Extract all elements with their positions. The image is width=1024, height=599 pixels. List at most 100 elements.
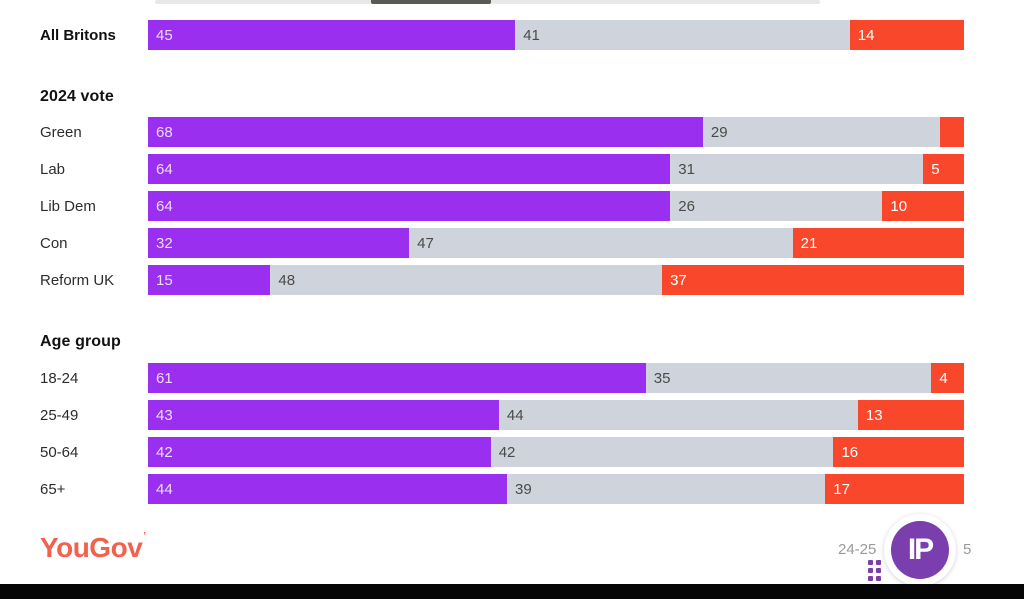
segment-value: 32 [156, 234, 173, 252]
bar-segment-neutral: 31 [670, 154, 924, 184]
bar-segment-support: 43 [148, 400, 499, 430]
chart-row-reform-uk: Reform UK 15 48 37 [40, 265, 964, 295]
watermark-badge: IP [868, 514, 956, 586]
segment-value: 26 [678, 197, 695, 215]
chart-row-25-49: 25-49 43 44 13 [40, 400, 964, 430]
segment-value: 5 [931, 160, 940, 178]
bar-segment-support: 32 [148, 228, 410, 258]
fieldwork-date-right: 5 [963, 541, 972, 558]
bar-segment-oppose [939, 117, 964, 147]
bar-segment-support: 61 [148, 363, 646, 393]
segment-value: 35 [653, 369, 671, 387]
yougov-logo-mark: ’ [143, 531, 146, 542]
row-label: 25-49 [40, 406, 79, 424]
segment-value: 10 [890, 197, 908, 215]
segment-value: 41 [523, 26, 540, 44]
row-label: 65+ [40, 480, 66, 498]
segment-value: 14 [857, 26, 875, 44]
segment-value: 21 [800, 234, 818, 252]
bar-segment-oppose: 37 [662, 265, 964, 295]
bar-segment-support: 64 [148, 154, 671, 184]
stacked-bar: 64 31 5 [148, 154, 964, 184]
stacked-bar: 45 41 14 [148, 20, 964, 50]
bar-segment-support: 68 [148, 117, 703, 147]
segment-value: 47 [417, 234, 434, 252]
bar-segment-oppose: 14 [849, 20, 964, 50]
segment-value: 64 [156, 160, 173, 178]
bar-segment-neutral: 47 [409, 228, 793, 258]
segment-value: 42 [156, 443, 173, 461]
bar-segment-oppose: 4 [931, 363, 964, 393]
stacked-bar: 61 35 4 [148, 363, 964, 393]
section-heading-2024-vote: 2024 vote [40, 88, 114, 105]
segment-value: 37 [670, 271, 687, 289]
yougov-logo-text: YouGov [40, 532, 143, 563]
segment-value: 4 [939, 369, 948, 387]
stacked-bar: 32 47 21 [148, 228, 964, 258]
segment-value: 44 [506, 406, 524, 424]
bar-segment-oppose: 10 [882, 191, 964, 221]
bar-segment-oppose: 13 [857, 400, 964, 430]
segment-value: 44 [156, 480, 173, 498]
row-label: All Britons [40, 26, 116, 44]
chart-row-all-britons: All Britons 45 41 14 [40, 20, 964, 50]
row-label: 18-24 [40, 369, 79, 387]
section-heading-age-group: Age group [40, 333, 121, 350]
watermark-text: IP [907, 533, 934, 566]
bar-segment-neutral: 48 [270, 265, 663, 295]
segment-value: 61 [156, 369, 173, 387]
chart-row-green: Green 68 29 [40, 117, 964, 147]
bar-segment-neutral: 35 [645, 363, 932, 393]
bottom-black-bar [0, 584, 1024, 599]
row-label: Reform UK [40, 271, 115, 289]
bar-segment-support: 64 [148, 191, 671, 221]
bar-segment-support: 44 [148, 474, 508, 504]
bar-segment-oppose: 16 [833, 437, 964, 467]
stacked-bar: 44 39 17 [148, 474, 964, 504]
row-label: Lab [40, 160, 66, 178]
bar-segment-support: 45 [148, 20, 516, 50]
segment-value: 43 [156, 406, 173, 424]
row-label: Green [40, 123, 82, 141]
chart-row-65-plus: 65+ 44 39 17 [40, 474, 964, 504]
stacked-bar: 15 48 37 [148, 265, 964, 295]
bar-segment-neutral: 29 [702, 117, 940, 147]
segment-value: 48 [278, 271, 296, 289]
segment-value: 17 [833, 480, 850, 498]
segment-value: 64 [156, 197, 173, 215]
stacked-bar: 43 44 13 [148, 400, 964, 430]
yougov-logo: YouGov’ [40, 531, 146, 564]
bar-segment-neutral: 44 [498, 400, 858, 430]
chart-row-18-24: 18-24 61 35 4 [40, 363, 964, 393]
row-label: 50-64 [40, 443, 79, 461]
bar-segment-neutral: 42 [490, 437, 834, 467]
bar-segment-neutral: 39 [507, 474, 826, 504]
segment-value: 45 [156, 26, 173, 44]
bar-segment-oppose: 17 [825, 474, 964, 504]
segment-value: 13 [865, 406, 883, 424]
bar-segment-oppose: 21 [792, 228, 964, 258]
segment-value: 15 [156, 271, 173, 289]
bar-segment-oppose: 5 [923, 154, 964, 184]
fieldwork-date-left: 24-25 [838, 541, 877, 558]
segment-value: 29 [710, 123, 728, 141]
segment-value: 42 [498, 443, 516, 461]
segment-value: 68 [156, 123, 173, 141]
chart-row-con: Con 32 47 21 [40, 228, 964, 258]
chart-row-lib-dem: Lib Dem 64 26 10 [40, 191, 964, 221]
watermark-dots [868, 560, 882, 581]
stacked-bar: 64 26 10 [148, 191, 964, 221]
segment-value: 31 [678, 160, 695, 178]
stacked-bar: 42 42 16 [148, 437, 964, 467]
watermark-ip-icon: IP [891, 521, 949, 579]
segment-value: 16 [841, 443, 859, 461]
chart-row-lab: Lab 64 31 5 [40, 154, 964, 184]
bar-segment-neutral: 41 [515, 20, 850, 50]
row-label: Con [40, 234, 68, 252]
row-label: Lib Dem [40, 197, 96, 215]
segment-value: 39 [515, 480, 532, 498]
bar-segment-neutral: 26 [670, 191, 883, 221]
bar-segment-support: 15 [148, 265, 271, 295]
bar-segment-support: 42 [148, 437, 491, 467]
